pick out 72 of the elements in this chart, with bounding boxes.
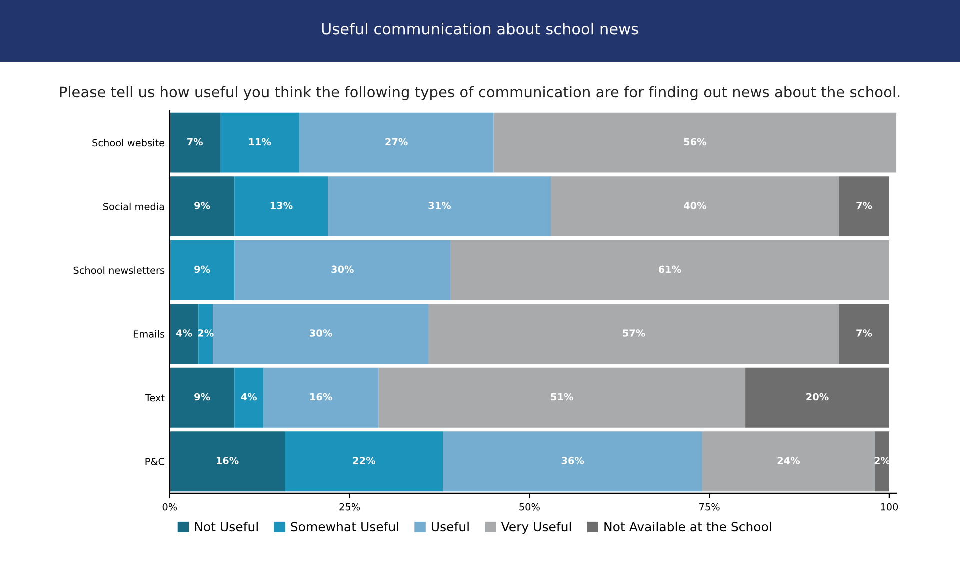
- bar: [450, 240, 890, 300]
- data-label: 24%: [778, 457, 800, 464]
- data-label: 22%: [353, 457, 376, 464]
- bar: [234, 240, 451, 300]
- y-tick-label: P&C: [146, 458, 165, 466]
- data-label: 7%: [856, 330, 872, 337]
- data-label: 2%: [874, 457, 890, 464]
- x-tick-label: 75%: [700, 503, 720, 511]
- data-label: 51%: [551, 393, 574, 401]
- data-label: 7%: [188, 138, 204, 146]
- x-tick-label: 0%: [162, 503, 178, 511]
- bar: [213, 304, 429, 364]
- legend-label: Useful: [432, 522, 469, 532]
- legend-label: Somewhat Useful: [291, 522, 398, 532]
- y-tick-label: School website: [92, 139, 165, 147]
- bar: [839, 304, 890, 364]
- data-label: 16%: [310, 393, 332, 401]
- chart-subtitle: Please tell us how useful you think the following types of communication are for finding out news about the school.: [60, 86, 900, 100]
- data-label: 11%: [249, 138, 272, 146]
- legend-label: Not Available at the School: [604, 522, 772, 532]
- bar: [170, 432, 286, 492]
- bar: [170, 368, 235, 428]
- bar: [234, 176, 328, 237]
- bar: [263, 368, 379, 428]
- data-label: 9%: [194, 393, 210, 401]
- bar: [198, 304, 214, 364]
- bar: [170, 112, 220, 173]
- bar: [234, 368, 264, 428]
- data-label: 2%: [198, 330, 214, 337]
- legend-label: Very Useful: [501, 522, 572, 534]
- bar: [494, 112, 897, 173]
- data-label: 16%: [216, 457, 239, 464]
- data-label: 40%: [684, 202, 706, 210]
- y-tick-label: Social media: [104, 202, 164, 210]
- bar: [378, 368, 746, 428]
- data-label: 56%: [684, 138, 706, 146]
- bar: [299, 112, 494, 173]
- bar: [328, 176, 552, 237]
- data-label: 9%: [194, 266, 210, 274]
- data-label: 61%: [658, 266, 682, 274]
- x-tick-label: 100: [881, 503, 898, 511]
- bar: [875, 432, 890, 492]
- data-label: 31%: [428, 202, 452, 210]
- bar: [551, 176, 840, 237]
- bar: [443, 432, 702, 492]
- chart-title: Useful communication about school news: [322, 22, 638, 35]
- data-label: 9%: [194, 202, 210, 210]
- data-label: 13%: [270, 202, 293, 210]
- bar: [746, 368, 890, 428]
- data-label: 30%: [332, 266, 354, 274]
- bar: [170, 176, 235, 237]
- data-label: 4%: [176, 330, 192, 337]
- bar: [220, 112, 300, 173]
- bar: [839, 176, 890, 237]
- data-label: 4%: [241, 393, 258, 401]
- bar: [170, 240, 235, 300]
- x-tick-label: 25%: [340, 503, 360, 511]
- x-tick-label: 50%: [520, 503, 540, 511]
- bar: [702, 432, 876, 492]
- legend-label: Not Useful: [195, 522, 258, 532]
- y-tick-label: School newsletters: [74, 266, 165, 274]
- data-label: 36%: [562, 457, 584, 464]
- y-tick-label: Text: [145, 394, 165, 402]
- data-label: 20%: [806, 393, 829, 401]
- bar: [428, 304, 840, 364]
- data-label: 30%: [310, 330, 332, 337]
- data-label: 27%: [386, 138, 408, 146]
- data-label: 57%: [623, 330, 646, 337]
- bar: [170, 304, 199, 364]
- y-tick-label: Emails: [134, 330, 165, 338]
- data-label: 7%: [856, 202, 872, 210]
- bar: [285, 432, 444, 492]
